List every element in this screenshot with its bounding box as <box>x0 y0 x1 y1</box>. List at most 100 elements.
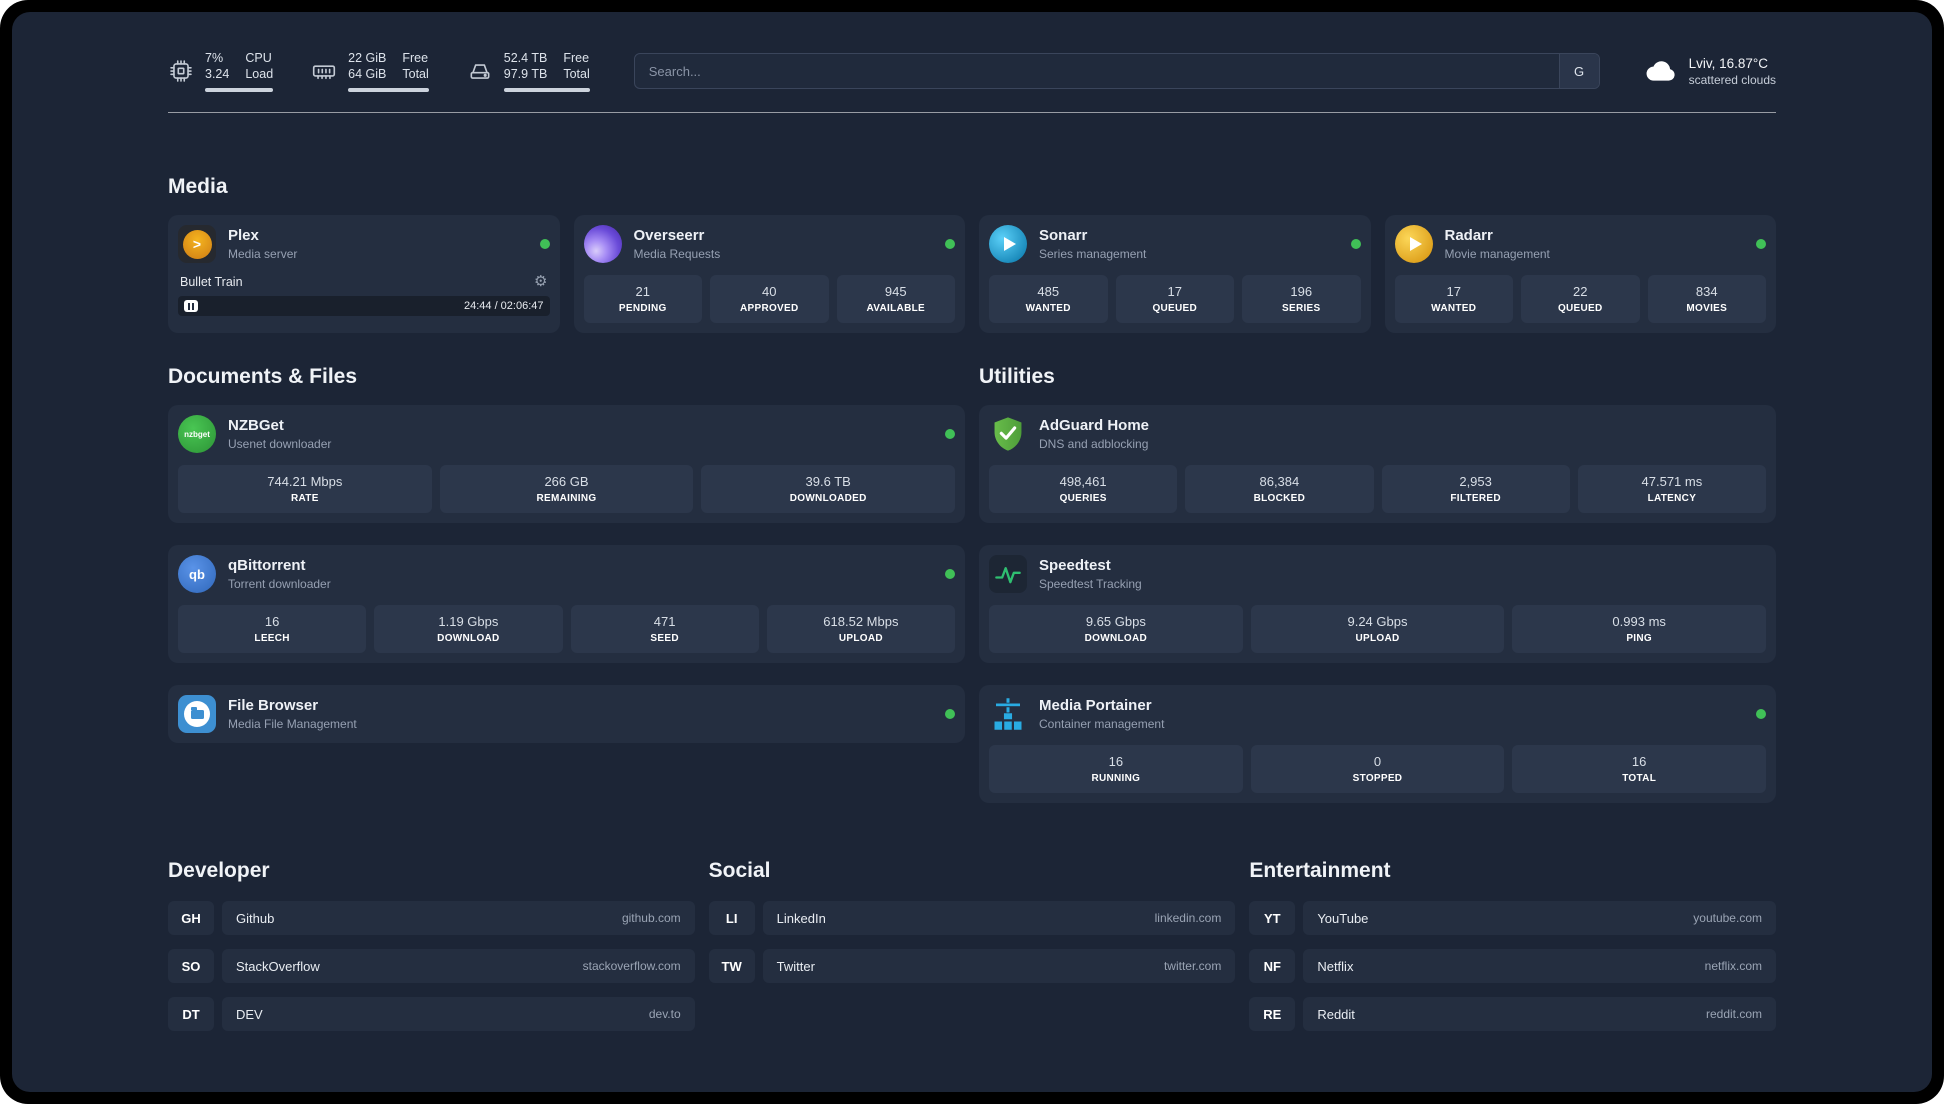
bookmark-twitter[interactable]: TW Twitter twitter.com <box>708 949 1236 983</box>
pause-button[interactable] <box>184 300 198 312</box>
stat-tile: 2,953 FILTERED <box>1381 465 1570 513</box>
bookmark-abbr[interactable]: TW <box>708 949 755 983</box>
app-card-sonarr[interactable]: Sonarr Series management 485 WANTED 17 Q… <box>979 215 1371 333</box>
memory-total-value: 64 GiB <box>348 67 387 81</box>
adguard-icon <box>989 415 1027 453</box>
social-title: Social <box>708 859 771 882</box>
bookmark-github[interactable]: GH Github github.com <box>168 901 695 935</box>
stat-tile: 1.19 Gbps DOWNLOAD <box>374 605 563 653</box>
disk-total-value: 97.9 TB <box>503 67 548 81</box>
app-name: Speedtest <box>1039 557 1111 574</box>
bookmark-stackoverflow[interactable]: SO StackOverflow stackoverflow.com <box>168 949 695 983</box>
app-card-portainer[interactable]: Media Portainer Container management 16 … <box>979 685 1776 803</box>
status-dot <box>1350 239 1361 249</box>
system-stats: 7% 3.24 CPU Load <box>168 50 590 93</box>
media-section-title: Media <box>168 175 228 198</box>
documents-section-title: Documents & Files <box>168 365 358 388</box>
bookmark-youtube[interactable]: YT YouTube youtube.com <box>1249 901 1776 935</box>
plex-seekbar[interactable]: 24:44 / 02:06:47 <box>178 296 550 316</box>
app-card-qbittorrent[interactable]: qb qBittorrent Torrent downloader 16 LEE… <box>168 545 965 663</box>
bookmark-link[interactable]: Github github.com <box>222 901 695 935</box>
app-name: Overseerr <box>633 227 705 244</box>
bookmark-dev[interactable]: DT DEV dev.to <box>168 997 695 1031</box>
gear-icon[interactable] <box>534 274 547 289</box>
bookmark-abbr[interactable]: NF <box>1249 949 1296 983</box>
app-card-adguard[interactable]: AdGuard Home DNS and adblocking 498,461 … <box>979 405 1776 523</box>
app-desc: Torrent downloader <box>228 577 331 591</box>
app-card-speedtest[interactable]: Speedtest Speedtest Tracking 9.65 Gbps D… <box>979 545 1776 663</box>
bookmark-link[interactable]: Reddit reddit.com <box>1303 997 1776 1031</box>
stat-tile: 9.65 Gbps DOWNLOAD <box>989 605 1243 653</box>
bookmark-netflix[interactable]: NF Netflix netflix.com <box>1249 949 1776 983</box>
weather-widget: Lviv, 16.87°C scattered clouds <box>1644 56 1776 87</box>
cpu-usage-bar <box>205 88 274 93</box>
playback-time: 24:44 / 02:06:47 <box>463 300 544 312</box>
app-card-overseerr[interactable]: Overseerr Media Requests 21 PENDING 40 A… <box>573 215 965 333</box>
bookmark-group-developer: Developer GH Github github.com SO StackO… <box>168 859 695 1045</box>
bookmark-abbr[interactable]: SO <box>168 949 214 983</box>
app-card-plex[interactable]: > Plex Media server Bullet Train <box>168 215 560 333</box>
app-card-filebrowser[interactable]: File Browser Media File Management <box>168 685 965 743</box>
disk-widget: 52.4 TB 97.9 TB Free Total <box>467 50 590 93</box>
stat-tile: 16 TOTAL <box>1512 745 1766 793</box>
search-provider-button[interactable]: G <box>1558 54 1599 88</box>
bookmark-link[interactable]: YouTube youtube.com <box>1303 901 1776 935</box>
developer-title: Developer <box>168 859 270 882</box>
top-bar: 7% 3.24 CPU Load <box>168 42 1776 100</box>
cpu-widget: 7% 3.24 CPU Load <box>168 50 274 93</box>
weather-condition: scattered clouds <box>1688 72 1776 87</box>
stat-tile: 834 MOVIES <box>1647 275 1766 323</box>
app-desc: Series management <box>1039 247 1147 261</box>
entertainment-title: Entertainment <box>1249 859 1391 882</box>
stat-tile: 266 GB REMAINING <box>439 465 694 513</box>
bookmark-linkedin[interactable]: LI LinkedIn linkedin.com <box>708 901 1236 935</box>
section-documents: Documents & Files nzbget NZBGet Usenet d… <box>168 365 965 803</box>
bookmark-abbr[interactable]: DT <box>168 997 214 1031</box>
stat-tile: 39.6 TB DOWNLOADED <box>701 465 955 513</box>
bookmark-abbr[interactable]: LI <box>708 901 755 935</box>
memory-usage-bar <box>348 88 429 93</box>
bookmark-abbr[interactable]: YT <box>1249 901 1296 935</box>
radarr-icon <box>1394 225 1433 263</box>
stat-tile: 86,384 BLOCKED <box>1185 465 1374 513</box>
status-dot <box>945 239 955 249</box>
cloud-icon <box>1644 56 1678 87</box>
topbar-divider <box>168 112 1776 113</box>
utilities-section-title: Utilities <box>979 365 1055 388</box>
stat-tile: 9.24 Gbps UPLOAD <box>1250 605 1505 653</box>
stat-tile: 471 SEED <box>570 605 759 653</box>
disk-free-value: 52.4 TB <box>503 50 548 65</box>
bookmark-link[interactable]: StackOverflow stackoverflow.com <box>222 949 695 983</box>
overseerr-icon <box>583 225 622 263</box>
bookmark-link[interactable]: Twitter twitter.com <box>762 949 1236 983</box>
stat-tile: 744.21 Mbps RATE <box>178 465 432 513</box>
app-name: Radarr <box>1444 227 1493 244</box>
bookmark-abbr[interactable]: GH <box>168 901 214 935</box>
bookmark-link[interactable]: LinkedIn linkedin.com <box>762 901 1236 935</box>
app-name: AdGuard Home <box>1039 417 1150 434</box>
cpu-label: CPU <box>245 50 272 65</box>
memory-free-value: 22 GiB <box>348 50 387 65</box>
nzbget-icon: nzbget <box>178 415 216 453</box>
search-bar[interactable]: G <box>633 53 1600 89</box>
bookmark-link[interactable]: Netflix netflix.com <box>1303 949 1776 983</box>
bookmark-abbr[interactable]: RE <box>1249 997 1296 1031</box>
app-desc: Speedtest Tracking <box>1039 577 1142 591</box>
disk-free-label: Free <box>563 50 590 65</box>
sonarr-icon <box>989 225 1027 263</box>
filebrowser-icon <box>178 695 216 733</box>
plex-icon: > <box>178 225 216 263</box>
cpu-load-value: 3.24 <box>205 67 230 81</box>
bookmark-link[interactable]: DEV dev.to <box>222 997 695 1031</box>
search-input[interactable] <box>634 54 1559 88</box>
now-playing-title: Bullet Train <box>180 274 243 289</box>
app-card-radarr[interactable]: Radarr Movie management 17 WANTED 22 QUE… <box>1384 215 1776 333</box>
stat-tile: 945 AVAILABLE <box>836 275 955 323</box>
status-dot <box>1756 239 1766 249</box>
stat-tile: 17 QUEUED <box>1115 275 1234 323</box>
bookmark-reddit[interactable]: RE Reddit reddit.com <box>1249 997 1776 1031</box>
stat-tile: 16 RUNNING <box>989 745 1243 793</box>
stat-tile: 498,461 QUERIES <box>989 465 1178 513</box>
app-card-nzbget[interactable]: nzbget NZBGet Usenet downloader 744.21 M… <box>168 405 965 523</box>
app-desc: Media File Management <box>228 717 357 731</box>
